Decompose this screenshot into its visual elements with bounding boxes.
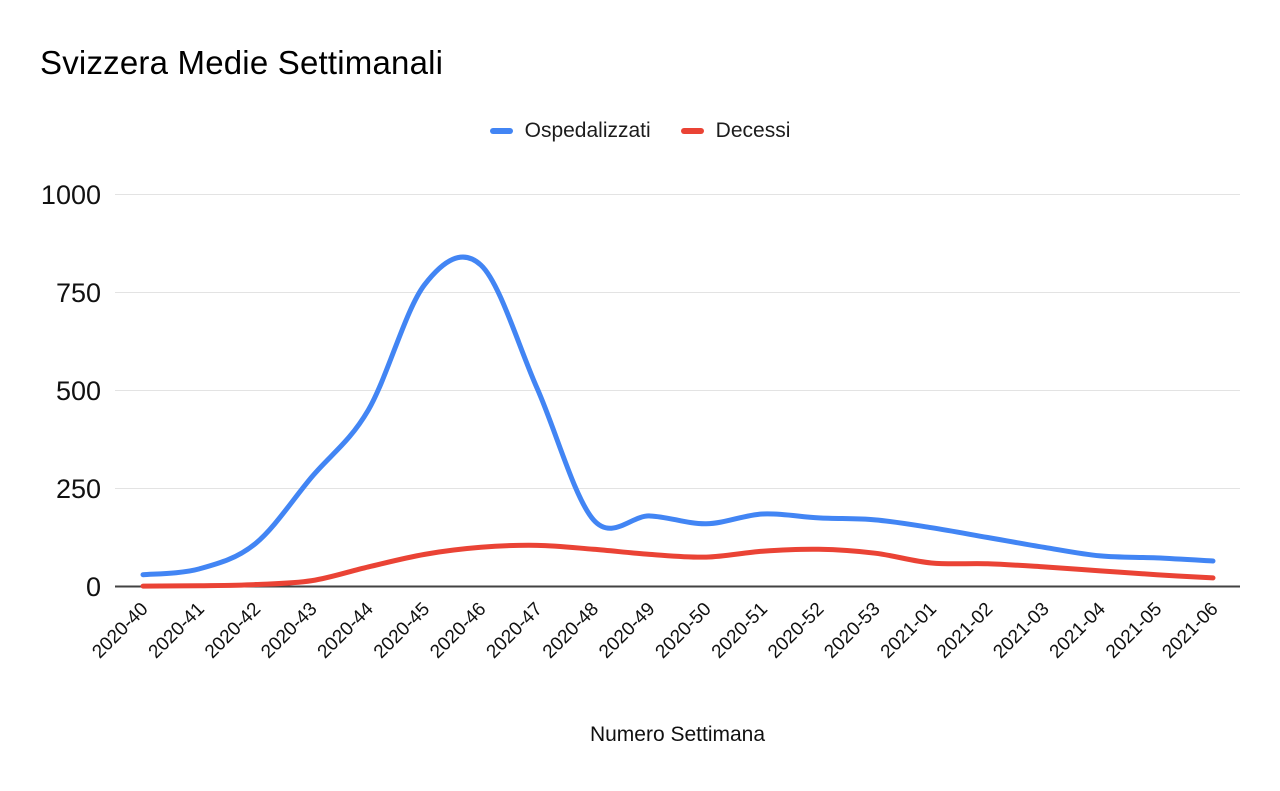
legend-swatch-decessi-icon (680, 128, 704, 134)
x-tick-label: 2020-40 (88, 599, 152, 663)
x-tick-label: 2020-47 (483, 599, 547, 663)
legend-label-ospedalizzati: Ospedalizzati (524, 119, 651, 142)
x-tick-label: 2021-01 (877, 599, 941, 663)
x-tick-label: 2021-02 (933, 599, 997, 663)
legend-swatch-ospedalizzati-icon (489, 128, 513, 134)
legend-label-decessi: Decessi (715, 119, 791, 142)
legend-item-decessi: Decessi (680, 119, 791, 143)
y-tick-label: 500 (56, 376, 101, 406)
x-tick-label: 2020-45 (370, 599, 434, 663)
x-axis-title: Numero Settimana (590, 723, 765, 746)
x-tick-label: 2021-03 (989, 599, 1053, 663)
x-tick-label: 2020-49 (595, 599, 659, 663)
x-tick-label: 2020-43 (257, 599, 321, 663)
y-tick-label: 750 (56, 278, 101, 308)
x-tick-label: 2020-48 (539, 599, 603, 663)
legend-item-ospedalizzati: Ospedalizzati (489, 119, 651, 143)
x-tick-label: 2020-41 (145, 599, 209, 663)
x-tick-label: 2021-04 (1046, 598, 1110, 662)
x-tick-label: 2020-53 (820, 599, 884, 663)
x-tick-label: 2020-51 (708, 599, 772, 663)
series-line-ospedalizzati (140, 254, 1216, 578)
x-tick-label: 2020-52 (764, 599, 828, 663)
x-tick-label: 2020-42 (201, 599, 265, 663)
x-tick-label: 2020-46 (426, 599, 490, 663)
y-tick-label: 0 (86, 572, 101, 602)
legend: Ospedalizzati Decessi (0, 116, 1280, 146)
y-tick-label: 1000 (41, 180, 101, 210)
x-tick-label: 2021-05 (1102, 599, 1166, 663)
series-line-decessi (140, 542, 1216, 589)
x-tick-label: 2021-06 (1158, 599, 1222, 663)
chart-title: Svizzera Medie Settimanali (40, 44, 444, 81)
x-tick-label: 2020-50 (652, 599, 716, 663)
y-tick-label: 250 (56, 474, 101, 504)
x-tick-label: 2020-44 (314, 598, 378, 662)
